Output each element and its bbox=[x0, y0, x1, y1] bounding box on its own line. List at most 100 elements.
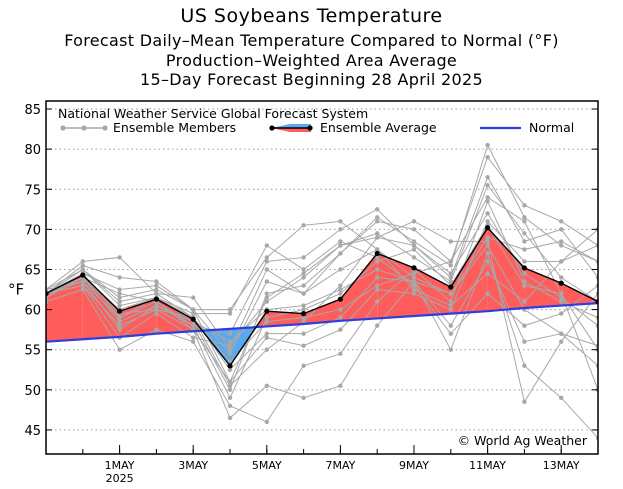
ensemble-member-point bbox=[338, 291, 343, 296]
ensemble-member-line bbox=[46, 244, 598, 355]
legend-members-marker bbox=[81, 125, 87, 131]
ensemble-member-point bbox=[117, 255, 122, 260]
ensemble-member-point bbox=[559, 331, 564, 336]
ensemble-member-point bbox=[338, 283, 343, 288]
y-tick-label: 70 bbox=[24, 223, 41, 238]
ensemble-member-point bbox=[375, 255, 380, 260]
ensemble-member-point bbox=[485, 235, 490, 240]
ensemble-member-point bbox=[338, 327, 343, 332]
y-tick-label: 65 bbox=[24, 263, 41, 278]
ensemble-member-point bbox=[411, 279, 417, 284]
ensemble-member-point bbox=[411, 227, 417, 232]
ensemble-member-point bbox=[301, 271, 306, 276]
ensemble-member-point bbox=[485, 183, 490, 188]
ensemble-member-point bbox=[375, 267, 380, 272]
ensemble-member-point bbox=[522, 299, 527, 304]
ensemble-member-point bbox=[448, 323, 453, 328]
ensemble-member-point bbox=[154, 327, 159, 332]
ensemble-member-point bbox=[227, 311, 233, 316]
ensemble-member-point bbox=[301, 275, 306, 280]
ensemble-member-point bbox=[448, 303, 453, 308]
ensemble-member-point bbox=[485, 291, 490, 296]
ensemble-member-point bbox=[485, 142, 490, 148]
ensemble-member-point bbox=[559, 299, 564, 304]
ensemble-average-point bbox=[190, 316, 196, 322]
ensemble-member-point bbox=[227, 367, 233, 372]
x-tick-label: 7MAY bbox=[325, 459, 355, 472]
ensemble-member-point bbox=[191, 339, 196, 344]
x-tick-label: 5MAY bbox=[252, 459, 282, 472]
ensemble-member-point bbox=[80, 279, 86, 284]
ensemble-average-point bbox=[411, 265, 417, 271]
y-tick-label: 50 bbox=[24, 384, 41, 399]
ensemble-member-line bbox=[46, 143, 598, 392]
ensemble-member-point bbox=[338, 307, 343, 312]
legend-average: Ensemble Average bbox=[269, 120, 437, 135]
ensemble-member-point bbox=[227, 351, 233, 356]
ensemble-member-point bbox=[301, 331, 306, 336]
ensemble-member-point bbox=[227, 383, 233, 389]
legend-average-marker bbox=[269, 125, 275, 131]
y-tick-label: 60 bbox=[24, 304, 41, 319]
ensemble-member-point bbox=[485, 154, 490, 160]
ensemble-member-point bbox=[485, 175, 490, 180]
legend-average-swatch-blue bbox=[271, 124, 311, 128]
ensemble-member-point bbox=[227, 331, 233, 336]
ensemble-member-point bbox=[522, 203, 527, 208]
ensemble-member-point bbox=[117, 287, 122, 292]
ensemble-average-point bbox=[80, 272, 86, 278]
ensemble-member-point bbox=[191, 311, 196, 316]
ensemble-average-point bbox=[227, 363, 233, 369]
ensemble-member-point bbox=[559, 219, 564, 224]
ensemble-member-point bbox=[301, 223, 306, 228]
legend-title: National Weather Service Global Forecast… bbox=[58, 106, 368, 121]
ensemble-member-point bbox=[264, 319, 269, 324]
ensemble-member-point bbox=[522, 339, 527, 344]
ensemble-member-point bbox=[522, 247, 527, 252]
ensemble-member-point bbox=[411, 283, 417, 288]
above-normal-fill bbox=[487, 227, 525, 312]
x-tick-label: 3MAY bbox=[178, 459, 208, 472]
ensemble-member-point bbox=[559, 239, 564, 244]
y-tick-label: 75 bbox=[24, 183, 41, 198]
ensemble-member-point bbox=[301, 363, 306, 368]
ensemble-member-point bbox=[375, 323, 380, 328]
ensemble-member-point bbox=[485, 195, 490, 200]
ensemble-member-point bbox=[375, 231, 380, 236]
ensemble-member-line bbox=[46, 236, 598, 343]
y-tick-label: 55 bbox=[24, 344, 41, 359]
ensemble-member-point bbox=[485, 239, 490, 244]
ensemble-member-point bbox=[338, 315, 343, 320]
ensemble-member-point bbox=[117, 275, 122, 280]
ensemble-member-point bbox=[154, 307, 159, 312]
ensemble-member-point bbox=[448, 299, 453, 304]
ensemble-member-point bbox=[522, 231, 527, 236]
ensemble-member-point bbox=[448, 279, 453, 284]
ensemble-member-point bbox=[117, 291, 122, 296]
ensemble-member-point bbox=[264, 383, 269, 389]
above-normal-fill bbox=[450, 227, 488, 314]
ensemble-member-point bbox=[80, 259, 86, 264]
ensemble-average-point bbox=[117, 308, 123, 314]
ensemble-member-point bbox=[264, 255, 269, 260]
ensemble-member-point bbox=[338, 243, 343, 248]
ensemble-member-point bbox=[117, 299, 122, 304]
normal-line-group bbox=[46, 302, 598, 343]
above-normal-fill bbox=[524, 267, 562, 308]
ensemble-member-point bbox=[448, 347, 453, 352]
ensemble-member-point bbox=[154, 287, 159, 292]
ensemble-member-point bbox=[485, 251, 490, 256]
ensemble-member-point bbox=[375, 219, 380, 224]
chart-subtitle-2: Production–Weighted Area Average bbox=[165, 51, 458, 70]
normal-line bbox=[46, 302, 598, 343]
ensemble-member-point bbox=[227, 403, 233, 409]
ensemble-member-point bbox=[227, 307, 233, 312]
x-tick-label: 11MAY bbox=[469, 459, 506, 472]
ensemble-member-point bbox=[191, 323, 196, 328]
ensemble-average-point bbox=[448, 284, 454, 290]
ensemble-member-point bbox=[448, 259, 453, 264]
y-tick-label: 80 bbox=[24, 143, 41, 158]
ensemble-average-point bbox=[521, 265, 528, 271]
